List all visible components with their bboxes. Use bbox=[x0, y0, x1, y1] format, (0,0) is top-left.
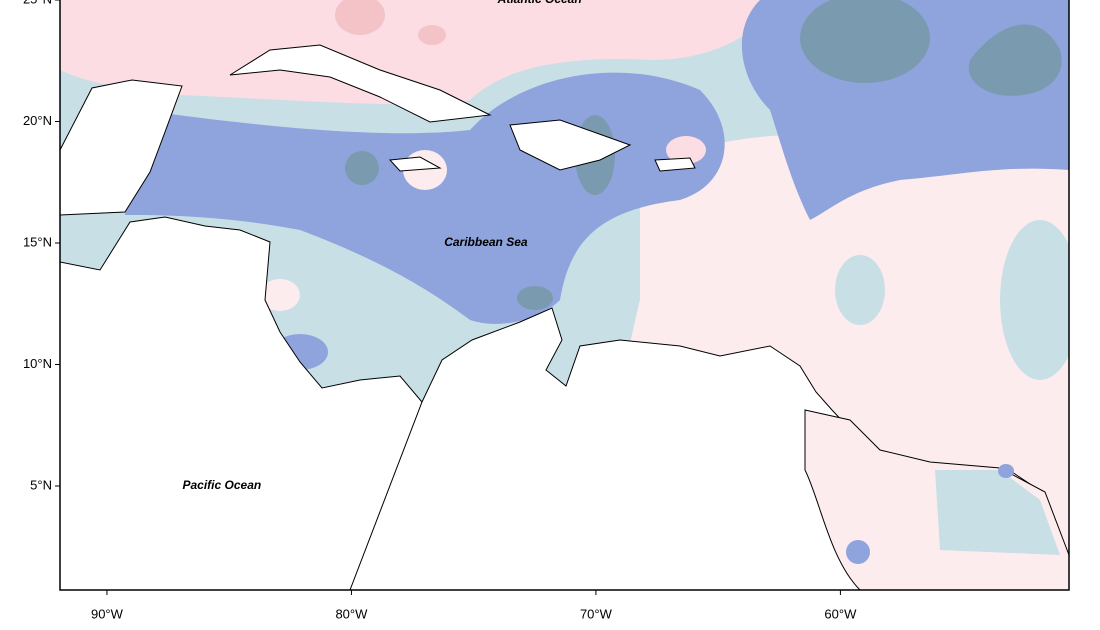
yucatan bbox=[60, 79, 183, 216]
field-patch bbox=[1000, 220, 1069, 380]
strong-cool bbox=[968, 24, 1062, 96]
warm-anomaly bbox=[335, 0, 385, 35]
x-tick-label: 90°W bbox=[91, 606, 124, 621]
cool-anomaly bbox=[935, 470, 1060, 555]
y-tick-label: 25°N bbox=[23, 0, 52, 6]
warm-anomaly bbox=[666, 136, 706, 164]
puerto-rico bbox=[654, 157, 696, 172]
x-tick-label: 80°W bbox=[335, 606, 368, 621]
warm-anomaly bbox=[418, 25, 446, 45]
cuba bbox=[229, 44, 492, 123]
strong-cool bbox=[800, 0, 930, 83]
strong-cool bbox=[517, 286, 553, 310]
ocean-label: Caribbean Sea bbox=[444, 235, 528, 249]
field-patch bbox=[835, 255, 885, 325]
y-tick-label: 10°N bbox=[23, 356, 52, 371]
x-tick-label: 60°W bbox=[824, 606, 857, 621]
cool-anomaly bbox=[846, 540, 870, 564]
jamaica bbox=[388, 156, 442, 172]
hispaniola bbox=[509, 119, 632, 171]
x-tick-label: 70°W bbox=[580, 606, 613, 621]
strong-cool bbox=[345, 151, 379, 185]
y-tick-label: 5°N bbox=[30, 477, 52, 492]
warm-anomaly bbox=[60, 0, 780, 105]
y-tick-label: 20°N bbox=[23, 113, 52, 128]
warm-anomaly bbox=[260, 279, 300, 311]
frame bbox=[59, 0, 1070, 591]
ocean-label: Atlantic Ocean bbox=[497, 0, 582, 6]
ocean-label: Pacific Ocean bbox=[182, 478, 261, 492]
y-tick-label: 15°N bbox=[23, 234, 52, 249]
cool-anomaly bbox=[998, 464, 1014, 478]
field bbox=[60, 0, 1069, 590]
